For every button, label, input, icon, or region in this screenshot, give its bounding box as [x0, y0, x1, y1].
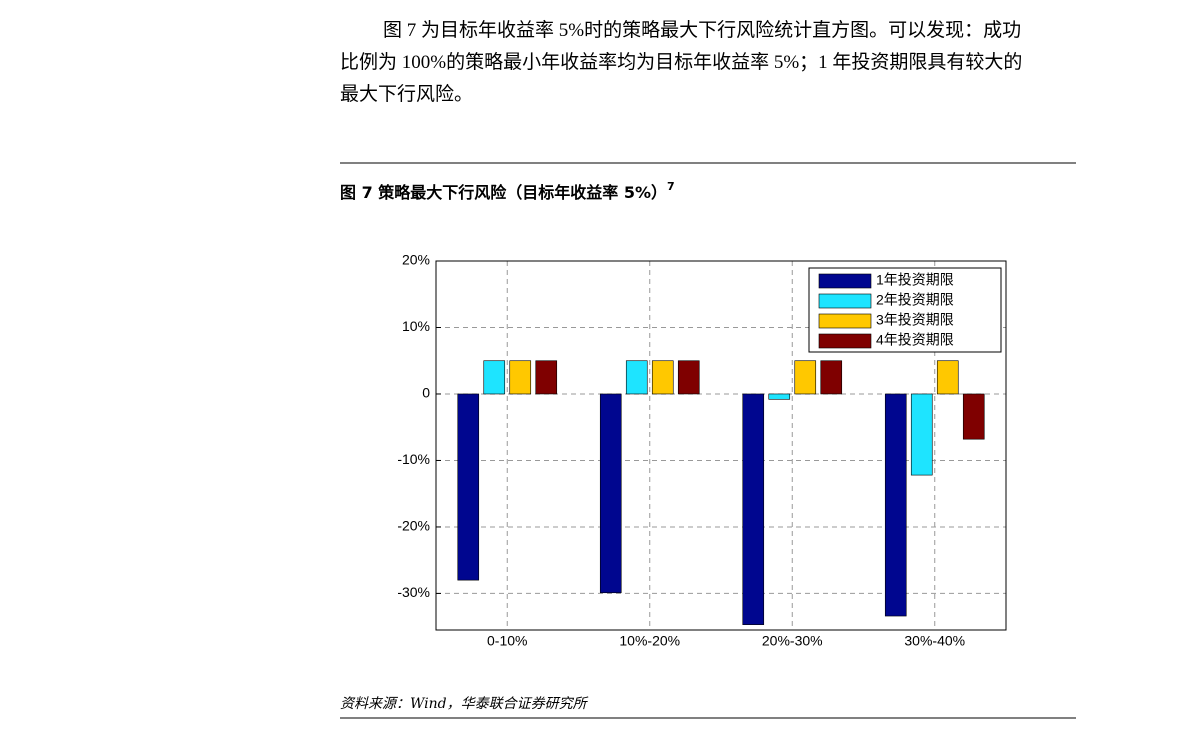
bar — [483, 360, 506, 395]
bar — [677, 360, 700, 395]
legend-label: 2年投资期限 — [876, 292, 954, 308]
bar — [509, 360, 532, 395]
bar — [599, 393, 622, 594]
x-tick-label: 30%-40% — [904, 633, 965, 649]
paragraph-line: 最大下行风险。 — [340, 83, 473, 105]
footnote-mark: 7 — [667, 180, 675, 193]
legend-swatch — [818, 313, 872, 329]
paragraph-line: 图 7 为目标年收益率 5%时的策略最大下行风险统计直方图。可以发现：成功 — [383, 19, 1021, 41]
y-tick-label: 10% — [402, 318, 430, 334]
figure-caption: 图 7 策略最大下行风险（目标年收益率 5%）7 — [340, 180, 675, 202]
y-tick-label: -30% — [397, 584, 430, 600]
y-tick-label: 0 — [422, 385, 430, 401]
bar — [936, 360, 959, 395]
x-tick-label: 20%-30% — [762, 633, 823, 649]
legend-swatch — [818, 273, 872, 289]
chart: 20%10%0-10%-20%-30%0-10% 10%-20% 20%-30% 30… — [397, 252, 1007, 649]
x-tick-label: 0-10% — [487, 633, 527, 649]
y-tick-label: -20% — [397, 518, 430, 534]
bar — [962, 393, 985, 440]
bar — [535, 360, 558, 395]
bar — [742, 393, 765, 625]
legend-swatch — [818, 333, 872, 349]
x-tick-label: 10%-20% — [619, 633, 680, 649]
bar — [794, 360, 817, 395]
bar — [625, 360, 648, 395]
bar — [820, 360, 843, 395]
y-tick-label: 20% — [402, 252, 430, 268]
caption-text: 图 7 策略最大下行风险（目标年收益率 5%） — [340, 183, 667, 202]
source: 资料来源：Wind，华泰联合证券研究所 — [340, 696, 589, 712]
bar — [768, 393, 791, 400]
bar — [651, 360, 674, 395]
legend-label: 1年投资期限 — [876, 272, 954, 288]
plot-frame — [435, 260, 1007, 631]
bar — [910, 393, 933, 476]
legend-label: 4年投资期限 — [876, 332, 954, 348]
paragraph-line: 比例为 100%的策略最小年收益率均为目标年收益率 5%；1 年投资期限具有较大… — [340, 51, 1022, 73]
legend-label: 3年投资期限 — [876, 312, 954, 328]
bar — [457, 393, 480, 581]
y-tick-label: -10% — [397, 451, 430, 467]
bar — [884, 393, 907, 617]
legend-swatch — [818, 293, 872, 309]
